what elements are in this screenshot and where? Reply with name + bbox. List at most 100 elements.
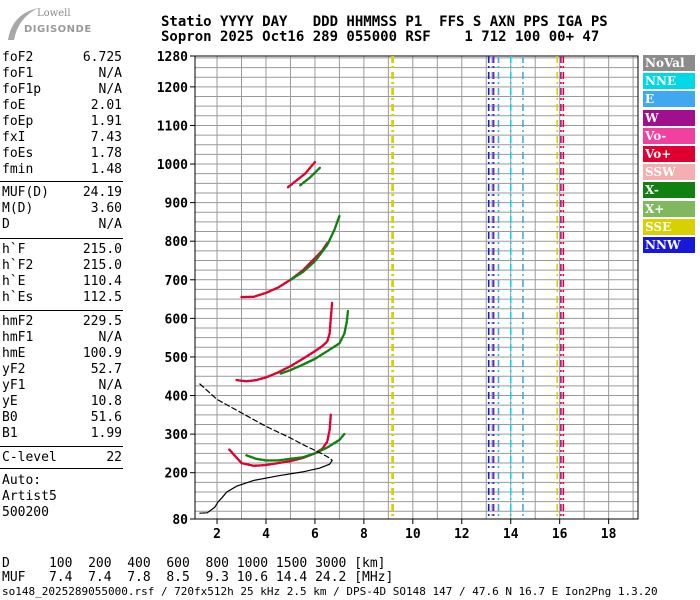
param-row: fmin 1.48: [2, 162, 122, 178]
x-tick-label: 16: [552, 527, 568, 542]
param-name: foF2: [2, 50, 34, 65]
profile-curve: [199, 383, 333, 461]
param-name: yF2: [2, 362, 26, 377]
param-separator: [0, 446, 123, 447]
param-name: h`Es: [2, 290, 34, 305]
param-value: N/A: [98, 330, 122, 345]
param-value: 100.9: [82, 346, 122, 361]
param-value: N/A: [98, 217, 122, 232]
header-line-2: Sopron 2025 Oct16 289 055000 RSF 1 712 1…: [161, 29, 600, 45]
x-tick-label: 12: [454, 527, 470, 542]
param-name: hmF2: [2, 314, 34, 329]
echo-trace: [299, 166, 321, 187]
param-name: C-level: [2, 450, 57, 465]
x-tick-label: 6: [311, 527, 319, 542]
y-tick-label: 1000: [157, 158, 188, 173]
echo-trace: [228, 413, 332, 468]
param-row: MUF(D) 24.19: [2, 185, 122, 201]
param-name: foE: [2, 98, 26, 113]
autoscale-version: 500200: [2, 505, 49, 520]
logo-swoosh: [8, 8, 38, 40]
param-name: MUF(D): [2, 185, 49, 200]
param-row: yE 10.8: [2, 394, 122, 410]
legend-item: E: [643, 91, 695, 108]
legend-item: NoVal: [643, 55, 695, 71]
y-tick-label: 900: [165, 197, 189, 212]
y-tick-label: 700: [165, 274, 189, 289]
x-tick-label: 2: [213, 527, 221, 542]
x-tick-label: 14: [503, 527, 519, 542]
legend-item: X-: [643, 182, 695, 199]
param-value: 215.0: [82, 242, 122, 257]
param-name: yE: [2, 394, 18, 409]
param-name: fxI: [2, 130, 26, 145]
param-name: D: [2, 217, 10, 232]
param-value: 22: [106, 450, 122, 465]
param-name: yF1: [2, 378, 26, 393]
param-row: foF1 N/A: [2, 66, 122, 82]
y-tick-label: 80: [172, 513, 188, 528]
param-name: B1: [2, 426, 18, 441]
param-name: h`F2: [2, 258, 34, 273]
legend-item: X+: [643, 200, 695, 217]
param-value: 10.8: [90, 394, 122, 409]
y-tick-label: 400: [165, 390, 189, 405]
file-info-footer: so148_2025289055000.rsf / 720fx512h 25 k…: [2, 585, 658, 598]
param-row: foF2 6.725: [2, 50, 122, 66]
header-line-1: Statio YYYY DAY DDD HHMMSS P1 FFS S AXN …: [161, 14, 608, 30]
digisonde-logo: [4, 4, 74, 44]
param-row: foE 2.01: [2, 98, 122, 114]
param-name: B0: [2, 410, 18, 425]
echo-trace: [245, 432, 346, 462]
param-row: h`Es 112.5: [2, 290, 122, 306]
echo-trace: [289, 214, 341, 281]
profile-curve: [199, 459, 333, 514]
param-row: D N/A: [2, 217, 122, 233]
y-tick-label: 1200: [157, 81, 188, 96]
param-row: foEs 1.78: [2, 146, 122, 162]
param-name: foEp: [2, 114, 34, 129]
param-name: hmF1: [2, 330, 34, 345]
legend-item: NNE: [643, 73, 695, 90]
param-value: 1.78: [90, 146, 122, 161]
param-row: fxI 7.43: [2, 130, 122, 146]
param-value: 112.5: [82, 290, 122, 305]
param-separator: [0, 181, 123, 182]
x-tick-label: 18: [601, 527, 617, 542]
param-row: h`F 215.0: [2, 242, 122, 258]
param-row: B1 1.99: [2, 426, 122, 442]
param-value: 1.91: [90, 114, 122, 129]
logo-text-digisonde: DIGISONDE: [24, 24, 92, 35]
param-value: 6.725: [82, 50, 122, 65]
y-tick-label: 500: [165, 351, 189, 366]
param-row: hmE 100.9: [2, 346, 122, 362]
legend-item: Vo+: [643, 146, 695, 162]
param-value: 2.01: [90, 98, 122, 113]
param-name: fmin: [2, 162, 34, 177]
y-tick-label: 600: [165, 312, 189, 327]
param-row: yF2 52.7: [2, 362, 122, 378]
param-name: foEs: [2, 146, 34, 161]
param-name: foF1: [2, 66, 34, 81]
param-row: M(D) 3.60: [2, 201, 122, 217]
x-tick-label: 8: [360, 527, 368, 542]
y-tick-label: 1280: [157, 50, 188, 65]
param-value: 7.43: [90, 130, 122, 145]
logo-text-lowell: Lowell: [37, 8, 71, 19]
autoscale-method: Artist5: [2, 489, 57, 504]
param-row: B0 51.6: [2, 410, 122, 426]
param-value: 110.4: [82, 274, 122, 289]
param-row: h`F2 215.0: [2, 258, 122, 274]
param-separator: [0, 238, 123, 239]
param-row: h`E 110.4: [2, 274, 122, 290]
y-tick-label: 300: [165, 428, 189, 443]
legend-item: SSE: [643, 218, 695, 235]
muf-row: MUF 7.4 7.4 7.8 8.5 9.3 10.6 14.4 24.2 […: [2, 570, 394, 585]
param-value: 229.5: [82, 314, 122, 329]
param-value: 1.99: [90, 426, 122, 441]
param-separator: [0, 468, 123, 469]
param-row: yF1 N/A: [2, 378, 122, 394]
param-name: foF1p: [2, 82, 42, 97]
param-value: 52.7: [90, 362, 122, 377]
autoscale-label: Auto:: [2, 473, 42, 488]
